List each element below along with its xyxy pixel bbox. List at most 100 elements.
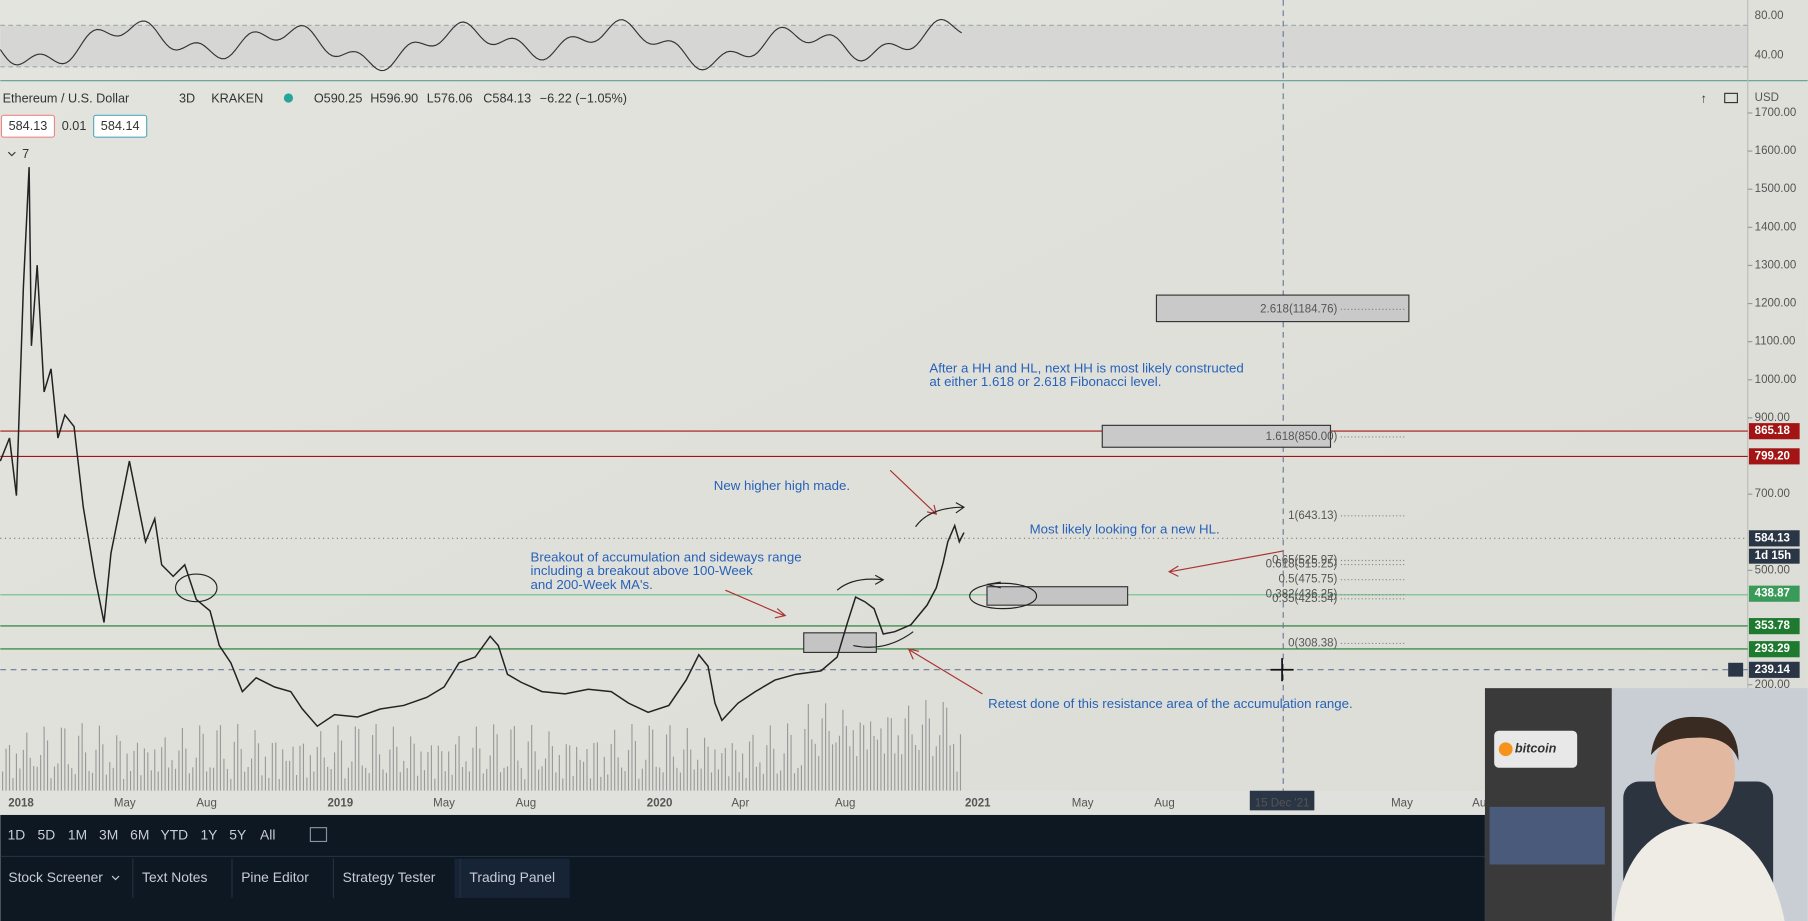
price-tag-label: 239.14 xyxy=(1755,664,1791,676)
price-tag-label: 799.20 xyxy=(1755,450,1790,462)
rsi-line xyxy=(0,18,962,72)
y-tick-label: 1300.00 xyxy=(1755,259,1797,271)
fib-label: 0(308.38) xyxy=(1288,637,1337,649)
y-tick-label: 1400.00 xyxy=(1755,221,1797,233)
market-status xyxy=(283,93,294,103)
fib-label: 0.618(515.25) xyxy=(1266,559,1338,571)
arrows xyxy=(725,469,1284,695)
range-button[interactable]: All xyxy=(260,826,275,842)
range-button[interactable]: 1D xyxy=(8,826,26,842)
icon-window[interactable] xyxy=(1724,92,1738,104)
bid-box[interactable] xyxy=(0,114,56,138)
range-button[interactable]: 1Y xyxy=(200,826,217,842)
price-tag-label: 438.87 xyxy=(1755,588,1790,600)
price-tag xyxy=(1748,618,1800,635)
price-tag-label: 353.78 xyxy=(1755,620,1791,632)
symbol[interactable]: Ethereum / U.S. Dollar xyxy=(3,91,130,105)
annotation: Breakout of accumulation and sideways ra… xyxy=(531,549,802,564)
annotation: including a breakout above 100-Week xyxy=(531,563,754,578)
range-button[interactable]: YTD xyxy=(161,826,189,842)
crosshair-date-box xyxy=(1249,790,1315,811)
annotation: at either 1.618 or 2.618 Fibonacci level… xyxy=(929,374,1161,389)
x-tick-label: Aug xyxy=(196,797,216,809)
circle-mark xyxy=(969,582,1038,610)
collapse-icon[interactable] xyxy=(7,151,16,157)
btc-logo xyxy=(1498,742,1513,757)
bid[interactable]: 584.13 xyxy=(9,119,48,133)
fib-label: 0.5(475.75) xyxy=(1279,574,1338,586)
annotation: After a HH and HL, next HH is most likel… xyxy=(929,360,1243,375)
sign xyxy=(1494,730,1578,768)
price-tag xyxy=(1748,641,1800,658)
study-count[interactable]: 7 xyxy=(22,147,29,161)
tab[interactable]: Strategy Tester xyxy=(343,869,436,885)
price-tag xyxy=(1748,585,1800,602)
ohlc-change: −6.22 (−1.05%) xyxy=(540,91,627,105)
annotation: Most likely looking for a new HL. xyxy=(1030,522,1220,537)
bookshelf xyxy=(1484,688,1612,921)
y-tick-label: 1200.00 xyxy=(1755,298,1797,310)
webcam: bitcoin xyxy=(1484,688,1808,921)
y-tick-label: 1700.00 xyxy=(1755,107,1797,119)
ask[interactable]: 584.14 xyxy=(101,119,140,133)
x-tick-label: Apr xyxy=(731,797,749,809)
sign-text: bitcoin xyxy=(1515,742,1557,756)
range-button[interactable]: 1M xyxy=(68,826,87,842)
range-button[interactable]: 5D xyxy=(38,826,56,842)
countdown: 1d 15h xyxy=(1755,550,1791,562)
x-tick-label: 15 Dec '21 xyxy=(1255,797,1310,809)
annotation: and 200-Week MA's. xyxy=(531,577,653,592)
price-tag-label: 584.13 xyxy=(1755,532,1790,544)
time-axis-bg xyxy=(0,790,1485,815)
price-tag xyxy=(1748,530,1800,547)
x-tick-label: Aug xyxy=(516,797,537,809)
x-tick-label: Aug xyxy=(1154,797,1175,809)
exchange[interactable]: KRAKEN xyxy=(211,91,263,105)
fib-label: 1(643.13) xyxy=(1288,510,1337,522)
range-button[interactable]: 5Y xyxy=(229,826,246,842)
ask-box[interactable] xyxy=(93,114,148,138)
range-button[interactable]: 3M xyxy=(99,826,118,842)
x-tick-label: Au xyxy=(1472,797,1486,809)
y-tick-label: 1100.00 xyxy=(1755,336,1796,348)
tab[interactable]: Text Notes xyxy=(142,869,207,885)
tab[interactable]: Trading Panel xyxy=(469,869,555,885)
fib-label: 0.382(436.25) xyxy=(1266,589,1338,601)
y-tick-label: 1000.00 xyxy=(1755,374,1797,386)
tab[interactable]: Stock Screener xyxy=(8,869,103,885)
ohlc-high: H596.90 xyxy=(370,91,418,105)
x-tick-label: May xyxy=(114,797,136,809)
tab[interactable]: Pine Editor xyxy=(241,869,309,885)
y-tick-label: 700.00 xyxy=(1755,488,1790,500)
range-button[interactable]: 6M xyxy=(130,826,149,842)
x-tick-label: 2021 xyxy=(965,797,991,809)
ohlc-low: L576.06 xyxy=(427,91,473,105)
rsi-band xyxy=(0,25,1748,67)
y-tick-label: 1500.00 xyxy=(1755,183,1797,195)
y-tick-label: 500.00 xyxy=(1755,564,1790,576)
y-tick-label: 900.00 xyxy=(1755,412,1790,424)
price-tag xyxy=(1748,423,1800,440)
interval[interactable]: 3D xyxy=(179,91,195,105)
ohlc-open: O590.25 xyxy=(314,91,363,105)
fib-box xyxy=(1101,424,1332,448)
x-tick-label: May xyxy=(1391,797,1413,809)
volume xyxy=(2,699,962,791)
y-tick-label: 200.00 xyxy=(1755,679,1790,691)
dropdown-icon[interactable] xyxy=(111,875,120,881)
icon-up[interactable]: ↑ xyxy=(1701,91,1707,105)
rsi-tick-label: 80.00 xyxy=(1755,10,1784,22)
add-alert[interactable] xyxy=(1728,662,1744,677)
face xyxy=(1654,721,1736,824)
currency: USD xyxy=(1755,92,1779,104)
fib-label: 0.65(525.97) xyxy=(1272,555,1337,567)
hl-box xyxy=(986,586,1129,606)
date-range-icon[interactable] xyxy=(309,827,328,843)
rsi-tick-label: 40.00 xyxy=(1755,49,1784,61)
fib-label: 1.618(850.00) xyxy=(1266,431,1338,443)
price-tag xyxy=(1748,661,1800,678)
annotation: Retest done of this resistance area of t… xyxy=(988,696,1353,711)
x-tick-label: 2019 xyxy=(328,797,354,809)
y-tick-label: 1600.00 xyxy=(1755,145,1797,157)
